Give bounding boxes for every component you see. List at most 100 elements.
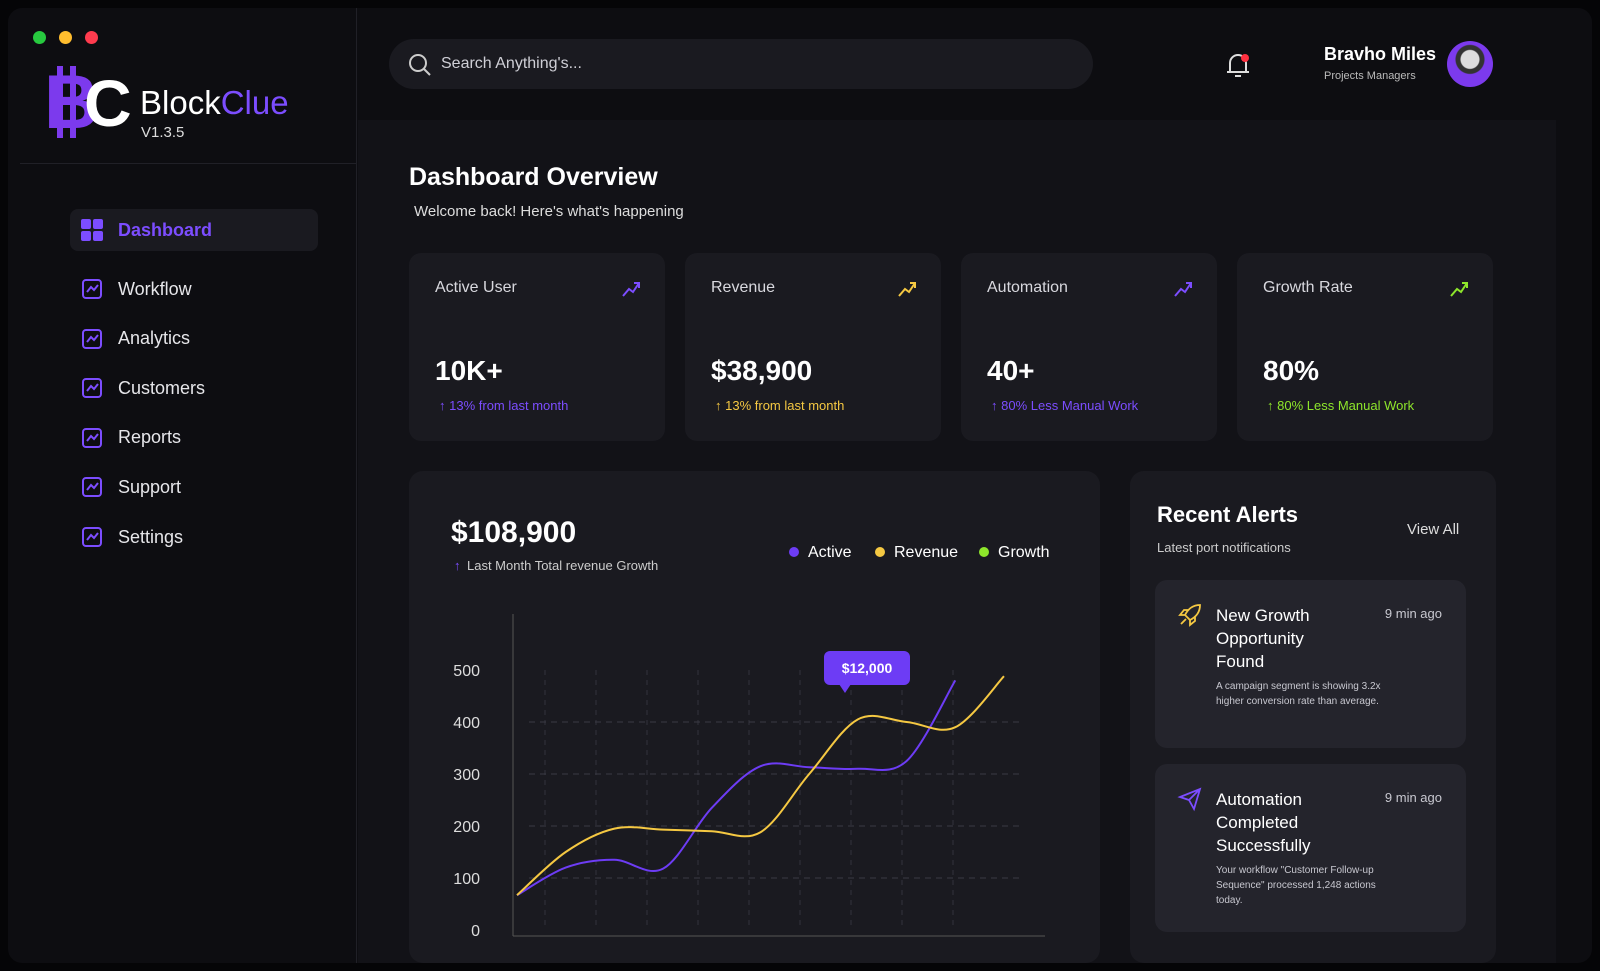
stat-card: Active User 10K+ ↑ 13% from last month: [409, 253, 665, 441]
view-all[interactable]: View All: [1407, 521, 1460, 538]
brand-name-a: Block: [140, 84, 221, 121]
nav-item[interactable]: Customers: [70, 367, 318, 409]
alert-title: Automation Completed Successfully: [1216, 790, 1311, 855]
nav-icon: [82, 378, 102, 399]
nav-label: Reports: [118, 427, 182, 448]
arrow-up: ↑: [439, 398, 450, 413]
card-icon: [621, 279, 641, 304]
nav-label: Settings: [118, 526, 184, 547]
chart-title: $108,900: [451, 516, 576, 549]
legend-label: Revenue: [894, 544, 958, 561]
card-icon: [897, 279, 917, 304]
card-change: ↑ 13% from last month: [715, 398, 844, 413]
card-change-text: 13% from last month: [449, 398, 569, 413]
y-tick-label: 400: [453, 715, 480, 732]
legend-swatch: [789, 547, 799, 557]
nav-icon: [82, 427, 102, 448]
stat-card: Revenue $38,900 ↑ 13% from last month: [685, 253, 941, 441]
chart-card: $108,900 ↑ Last Month Total revenue Growth…: [409, 471, 1100, 963]
card-icon: [1173, 279, 1193, 304]
tooltip-pointer: [839, 684, 851, 693]
card-change: ↑ 80% Less Manual Work: [991, 398, 1138, 413]
user-name: Bravho Miles: [1324, 44, 1437, 64]
nav-item[interactable]: Dashboard: [70, 209, 318, 251]
window-dot[interactable]: [33, 31, 46, 44]
page-title: Dashboard Overview: [409, 163, 658, 191]
nav-label: Customers: [118, 377, 206, 398]
card-label: Revenue: [711, 279, 776, 296]
nav-item[interactable]: Workflow: [70, 268, 318, 310]
chart: $108,900 ↑ Last Month Total revenue Growth…: [451, 516, 1050, 940]
brand-name: BlockClue: [140, 84, 289, 122]
nav-item[interactable]: Reports: [70, 417, 318, 459]
series-line: [516, 679, 957, 897]
window: B C BlockClue V1.3.5 Dashboard Workflow An…: [8, 8, 1592, 963]
nav-icon: [82, 527, 102, 547]
nav-item[interactable]: Analytics: [70, 318, 318, 360]
card-value: $38,900: [711, 355, 813, 386]
tooltip-label: $12,000: [842, 660, 893, 676]
nav-label: Dashboard: [118, 219, 213, 240]
card-change-text: 80% Less Manual Work: [1277, 398, 1415, 413]
bell-icon[interactable]: [1224, 50, 1252, 80]
legend-label: Growth: [998, 544, 1050, 561]
alert-title: New Growth Opportunity Found: [1216, 606, 1310, 671]
alert-time: 9 min ago: [1384, 790, 1442, 805]
card-icon-glyph: [622, 282, 640, 297]
alert-item[interactable]: New Growth Opportunity Found 9 min ago A…: [1155, 580, 1466, 748]
search-placeholder: Search Anything's...: [441, 55, 582, 72]
search-icon: [409, 54, 431, 76]
alert-text: Your workflow "Customer Follow-up Sequen…: [1216, 865, 1376, 906]
nav-item[interactable]: Settings: [70, 516, 318, 558]
stat-card: Automation 40+ ↑ 80% Less Manual Work: [961, 253, 1217, 441]
tooltip: [824, 651, 910, 685]
avatar[interactable]: [1447, 41, 1493, 87]
y-tick-label: 200: [453, 819, 480, 836]
page-subtitle: Welcome back! Here's what's happening: [414, 203, 684, 220]
card-label: Growth Rate: [1263, 279, 1353, 296]
alert-time: 9 min ago: [1384, 606, 1442, 621]
alert-item[interactable]: Automation Completed Successfully 9 min …: [1155, 764, 1466, 932]
card-change-text: 80% Less Manual Work: [1001, 398, 1139, 413]
y-tick-label: 100: [453, 871, 480, 888]
alerts-title: Recent Alerts: [1157, 502, 1299, 527]
arrow-up: ↑: [715, 398, 726, 413]
logo: B C: [44, 66, 132, 138]
rocket-icon: [1178, 604, 1201, 627]
alerts-subtitle: Latest port notifications: [1157, 540, 1291, 555]
divider: [20, 163, 357, 164]
legend-swatch: [875, 547, 885, 557]
nav-icon: [82, 328, 102, 349]
search-box[interactable]: Search Anything's...: [389, 39, 1093, 89]
sidebar: B C BlockClue V1.3.5 Dashboard Workflow An…: [8, 8, 357, 963]
legend-label: Active: [808, 544, 852, 561]
arrow-up: ↑: [454, 558, 461, 573]
nav-label: Workflow: [118, 278, 192, 299]
card-icon-glyph: [1450, 282, 1468, 297]
alert-text: A campaign segment is showing 3.2x highe…: [1216, 681, 1381, 707]
legend-swatch: [979, 547, 989, 557]
card-change-text: 13% from last month: [725, 398, 845, 413]
card-value: 10K+: [435, 355, 503, 386]
svg-text:C: C: [84, 66, 132, 138]
brand-name-b: Clue: [220, 84, 289, 121]
nav-icon: [82, 477, 102, 498]
send-icon: [1177, 787, 1202, 812]
nav-item[interactable]: Support: [70, 466, 318, 508]
arrow-up: ↑: [991, 398, 1002, 413]
y-tick-label: 500: [453, 663, 480, 680]
arrow-up: ↑: [1267, 398, 1278, 413]
nav-icon: [82, 279, 102, 299]
card-icon-glyph: [898, 282, 916, 297]
window-dot[interactable]: [85, 31, 98, 44]
series-line: [516, 675, 1005, 896]
brand-version: V1.3.5: [141, 124, 185, 141]
card-change: ↑ 13% from last month: [439, 398, 568, 413]
chart-subtitle: Last Month Total revenue Growth: [467, 558, 658, 573]
y-tick-label: 0: [471, 923, 480, 940]
card-change: ↑ 80% Less Manual Work: [1267, 398, 1414, 413]
window-dot[interactable]: [59, 31, 72, 44]
card-icon: [1449, 279, 1469, 304]
card-value: 80%: [1263, 355, 1320, 386]
